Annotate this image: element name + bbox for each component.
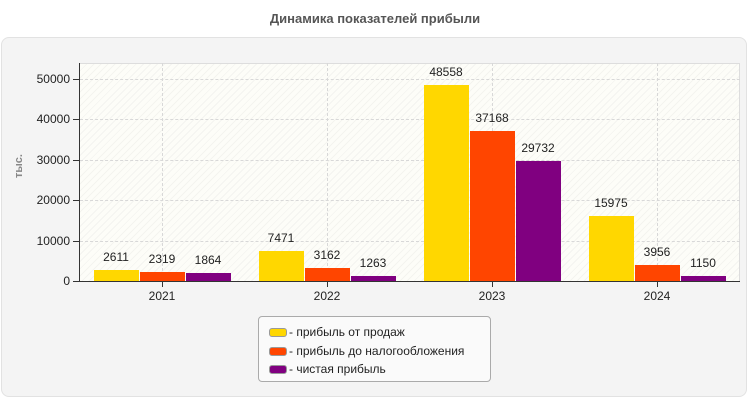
grid-line-vertical	[327, 63, 328, 281]
bar-value-label: 1864	[194, 253, 222, 268]
x-tick	[657, 282, 658, 287]
x-tick-label: 2023	[478, 289, 506, 303]
bar-value-label: 48558	[429, 64, 463, 79]
legend-item-net-profit[interactable]: - чистая прибыль	[269, 362, 386, 376]
bar	[680, 276, 726, 281]
bar	[93, 270, 139, 281]
y-tick-label: 40000	[36, 112, 70, 126]
x-tick	[327, 282, 328, 287]
legend-item-sales-profit[interactable]: - прибыль от продаж	[269, 325, 405, 339]
legend-label: - чистая прибыль	[289, 362, 386, 376]
bar-value-label: 2319	[148, 251, 176, 266]
y-tick	[73, 200, 79, 201]
bar-value-label: 3162	[313, 248, 341, 263]
grid-line-vertical	[657, 63, 658, 281]
y-tick	[73, 241, 79, 242]
y-tick	[73, 281, 79, 282]
bar-value-label: 2611	[103, 250, 129, 265]
x-tick-label: 2024	[643, 289, 671, 303]
y-tick-label: 20000	[36, 193, 70, 207]
grid-line-horizontal	[80, 79, 740, 80]
legend: - прибыль от продаж - прибыль до налогоо…	[258, 316, 491, 382]
x-tick	[492, 282, 493, 287]
bar	[423, 84, 469, 281]
bar	[350, 275, 396, 281]
grid-line-horizontal	[80, 241, 740, 242]
bar	[634, 265, 680, 281]
legend-item-pretax-profit[interactable]: - прибыль до налогообложения	[269, 344, 464, 358]
y-tick-label: 10000	[36, 234, 70, 248]
bar	[304, 268, 350, 281]
bar-value-label: 7471	[267, 230, 295, 245]
x-tick-label: 2021	[148, 289, 176, 303]
legend-swatch	[269, 328, 287, 338]
grid-line-horizontal	[80, 119, 740, 120]
y-tick	[73, 79, 79, 80]
x-tick	[162, 282, 163, 287]
bar	[588, 216, 634, 281]
x-axis-line	[79, 281, 740, 282]
legend-swatch	[269, 365, 287, 375]
bar-value-label: 1263	[359, 255, 387, 270]
bar-value-label: 3956	[643, 245, 671, 260]
bar-value-label: 37168	[475, 110, 509, 125]
y-tick-label: 30000	[36, 153, 70, 167]
bar	[469, 130, 515, 281]
legend-label: - прибыль до налогообложения	[289, 344, 465, 358]
bar-value-label: 15975	[594, 196, 628, 211]
y-axis-line	[79, 63, 80, 282]
bar-value-label: 1150	[690, 256, 716, 271]
legend-swatch	[269, 347, 287, 357]
bar-value-label: 29732	[521, 140, 555, 155]
bar	[515, 160, 561, 281]
bar	[185, 273, 231, 281]
grid-line-vertical	[162, 63, 163, 281]
y-tick	[73, 119, 79, 120]
grid-line-horizontal	[80, 200, 740, 201]
y-tick-label: 50000	[36, 72, 70, 86]
y-tick-label: 0	[63, 274, 70, 288]
grid-line-horizontal	[80, 160, 740, 161]
legend-label: - прибыль от продаж	[289, 325, 405, 339]
bar	[139, 271, 185, 281]
chart-title: Динамика показателей прибыли	[269, 11, 481, 26]
x-tick-label: 2022	[313, 289, 341, 303]
bar	[258, 250, 304, 281]
y-tick	[73, 160, 79, 161]
